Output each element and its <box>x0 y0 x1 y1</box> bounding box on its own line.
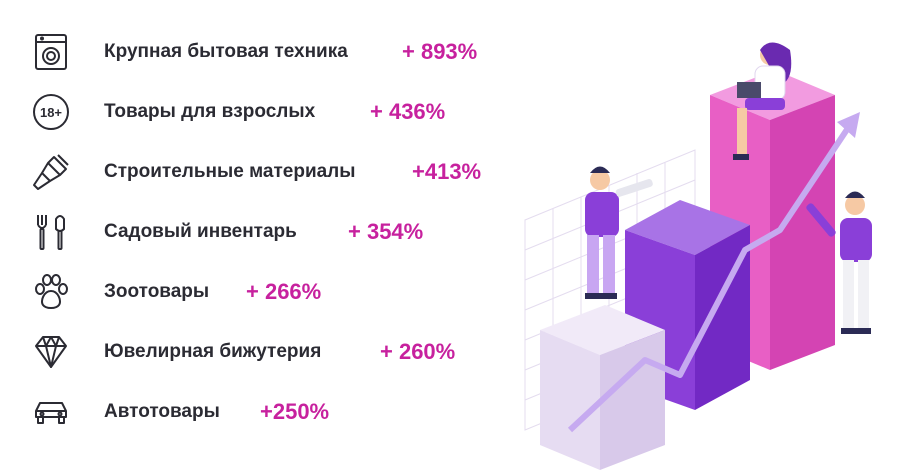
18-plus-icon: 18+ <box>30 91 72 133</box>
paw-icon <box>30 271 72 313</box>
garden-tools-icon <box>30 211 72 253</box>
category-label: Строительные материалы <box>104 161 356 182</box>
light-bar <box>540 305 665 470</box>
list-item: Зоотовары + 266% <box>30 270 321 314</box>
person-with-laptop <box>733 42 792 160</box>
list-item: Строительные материалы +413% <box>30 150 481 194</box>
badge-text: 18+ <box>40 105 62 120</box>
person-pointing <box>806 191 872 334</box>
list-item: Садовый инвентарь + 354% <box>30 210 423 254</box>
category-label: Зоотовары <box>104 281 210 302</box>
growth-value: + 354% <box>348 219 424 244</box>
category-label: Крупная бытовая техника <box>104 41 348 62</box>
list-item: Крупная бытовая техника + 893% <box>30 30 477 74</box>
category-label: Товары для взрослых <box>104 101 316 122</box>
growth-value: +413% <box>412 159 482 184</box>
paint-brush-icon <box>30 151 72 193</box>
growth-arrow <box>567 112 860 433</box>
category-label: Автотовары <box>104 401 220 422</box>
list-item: Ювелирная бижутерия + 260% <box>30 330 455 374</box>
category-label: Ювелирная бижутерия <box>104 341 322 362</box>
car-icon <box>30 391 72 433</box>
growth-value: + 436% <box>370 99 446 124</box>
washing-machine-icon <box>30 31 72 73</box>
growth-value: + 893% <box>402 39 478 64</box>
diamond-icon <box>30 331 72 373</box>
isometric-bars-illustration <box>524 42 872 470</box>
growth-value: + 260% <box>380 339 456 364</box>
growth-illustration <box>505 30 905 470</box>
person-with-telescope <box>585 166 653 299</box>
list-item: 18+ Товары для взрослых + 436% <box>30 90 445 134</box>
growth-value: + 266% <box>246 279 322 304</box>
category-label: Садовый инвентарь <box>104 221 297 242</box>
growth-value: +250% <box>260 399 330 424</box>
list-item: Автотовары +250% <box>30 390 329 434</box>
